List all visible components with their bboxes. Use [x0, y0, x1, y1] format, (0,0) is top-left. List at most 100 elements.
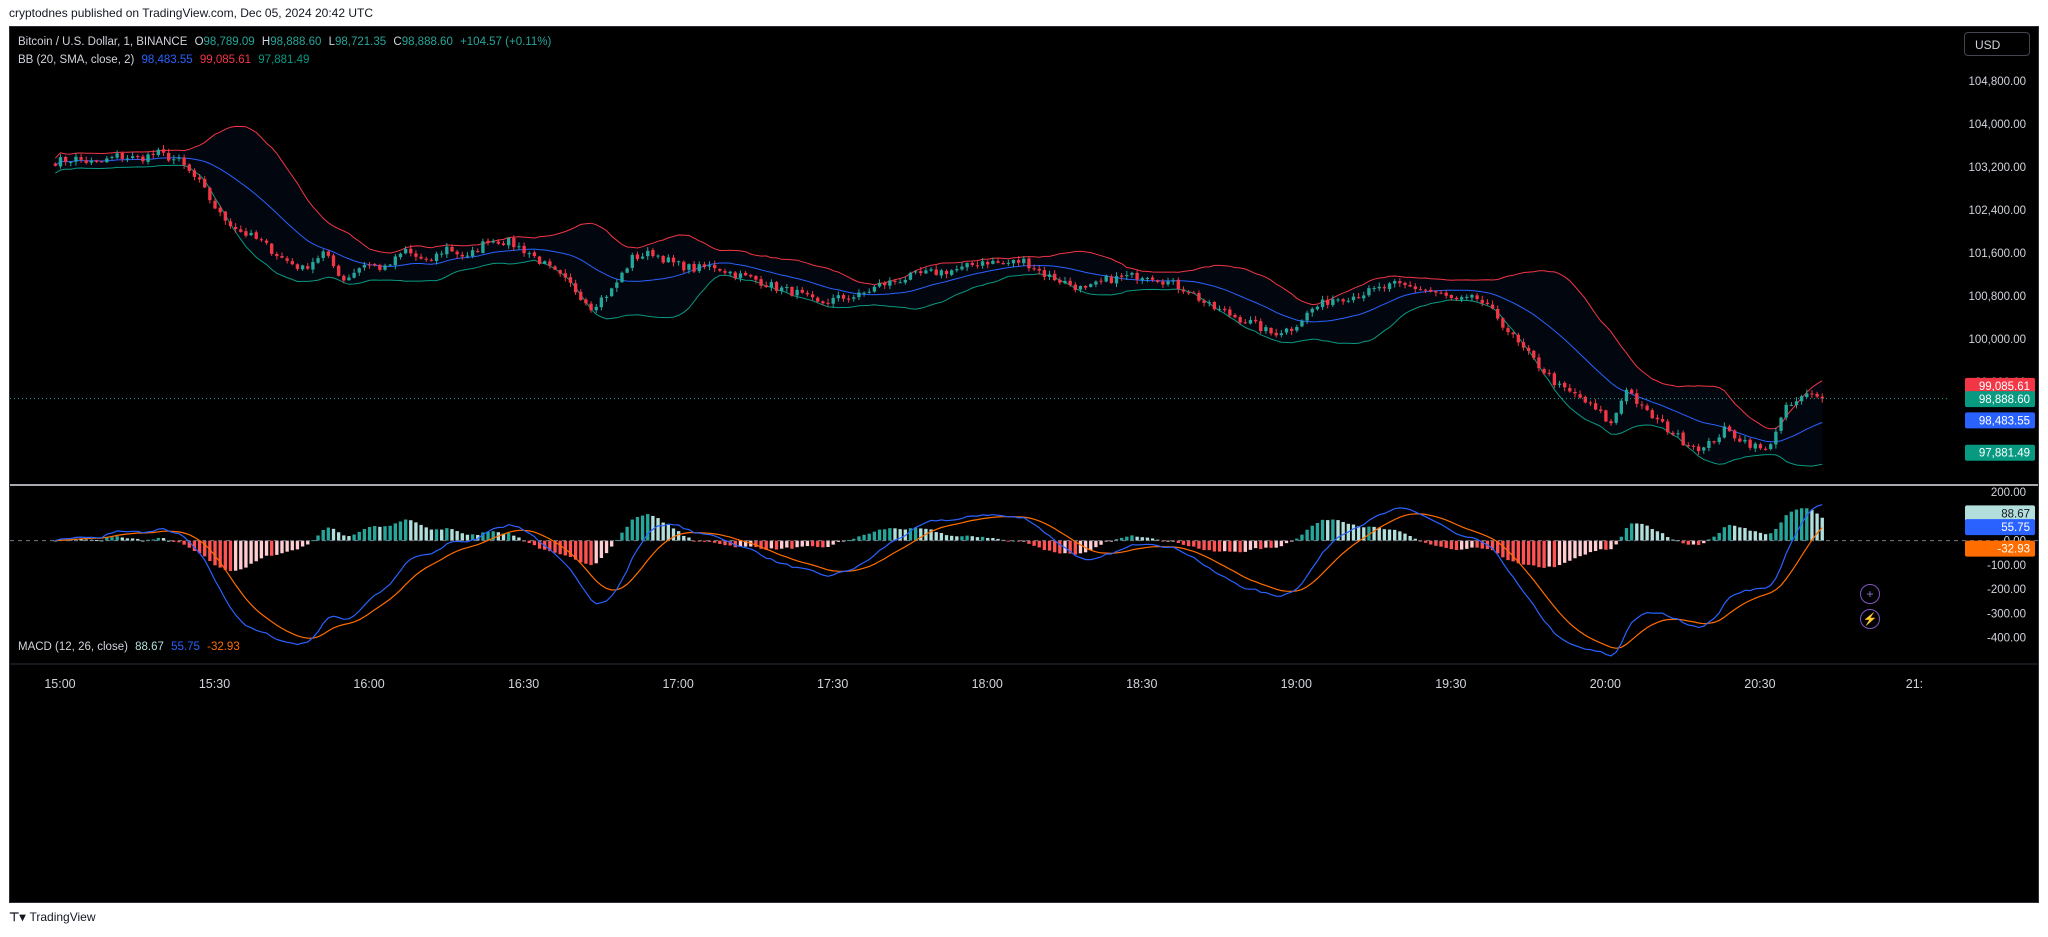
candle-body	[336, 265, 341, 276]
lightning-icon[interactable]: ⚡	[1860, 609, 1880, 629]
macd-bar	[1202, 540, 1206, 551]
candle-body	[1702, 447, 1706, 451]
candle-body	[738, 273, 743, 279]
plus-circle-icon[interactable]: +	[1860, 584, 1880, 604]
macd-bar	[409, 520, 413, 541]
candle	[120, 151, 124, 163]
last-price-label: 98,888.60	[1965, 391, 2035, 408]
macd-bar	[486, 531, 490, 541]
macd-bar	[1501, 540, 1505, 558]
candle	[306, 263, 310, 270]
macd-bar	[120, 537, 124, 541]
candle	[1207, 299, 1211, 307]
candle	[1552, 371, 1557, 389]
macd-bar	[1089, 540, 1093, 550]
macd-bar	[1047, 540, 1052, 551]
macd-bar	[656, 518, 660, 541]
candle-body	[1362, 295, 1366, 299]
candle	[1732, 429, 1737, 442]
candle-body	[270, 243, 274, 254]
chart-canvas[interactable]: 104,800.00 104,000.00 103,200.00 102,400.00…	[10, 27, 2038, 902]
candle-body	[1171, 280, 1175, 282]
candle-body	[94, 160, 99, 162]
chart-container[interactable]: 104,800.00 104,000.00 103,200.00 102,400.00…	[9, 26, 2039, 903]
candle-body	[1465, 296, 1469, 298]
currency-selector[interactable]: USD	[1964, 32, 2030, 56]
macd-bar	[682, 535, 686, 541]
candle	[625, 267, 629, 274]
macd-bar	[1604, 540, 1608, 550]
candle	[1645, 403, 1649, 412]
candle	[321, 249, 325, 262]
candle-body	[1676, 433, 1680, 435]
candle-body	[661, 255, 665, 263]
candle	[790, 286, 794, 297]
candle	[1300, 319, 1304, 328]
candle	[1197, 290, 1201, 303]
candle-body	[1593, 403, 1598, 410]
candle-body	[141, 156, 145, 162]
candle	[285, 256, 289, 264]
candle	[522, 242, 526, 257]
candle	[841, 293, 846, 302]
candle-body	[1459, 297, 1464, 300]
candle-body	[1434, 291, 1438, 293]
candle-body	[1578, 394, 1582, 398]
macd-bar	[1320, 519, 1325, 541]
candle-body	[110, 156, 114, 158]
candle-body	[1408, 285, 1412, 287]
candle-body	[1640, 404, 1644, 406]
candle-body	[1367, 288, 1371, 296]
macd-bar	[1068, 540, 1072, 554]
candle	[1516, 332, 1520, 346]
candle	[1470, 293, 1474, 302]
macd-bar	[79, 538, 83, 541]
macd-bar	[1212, 540, 1217, 552]
candle	[532, 250, 537, 258]
candle	[852, 294, 856, 302]
macd-bar	[218, 540, 222, 568]
macd-bar	[991, 538, 995, 541]
candle	[1629, 388, 1634, 395]
macd-bar	[821, 540, 825, 548]
candle	[141, 154, 145, 164]
candle-body	[1413, 286, 1417, 290]
candle	[1006, 259, 1011, 267]
candle	[543, 260, 547, 265]
macd-bar	[270, 540, 274, 556]
candle	[810, 290, 815, 301]
macd-bar	[1815, 513, 1819, 541]
macd-bar	[172, 540, 176, 542]
candle-body	[311, 262, 315, 270]
macd-legend[interactable]: MACD (12, 26, close) 88.67 55.75 -32.93	[18, 641, 244, 653]
candle-body	[434, 253, 439, 262]
candle-body	[1516, 334, 1520, 343]
candle	[743, 270, 748, 277]
candle-body	[1490, 304, 1495, 309]
candle	[1166, 277, 1170, 287]
bb-legend[interactable]: BB (20, SMA, close, 2) 98,483.55 99,085.…	[18, 54, 313, 66]
candle-body	[1140, 278, 1144, 281]
macd-bar	[1300, 534, 1304, 541]
symbol-legend[interactable]: Bitcoin / U.S. Dollar, 1, BINANCE O98,78…	[18, 36, 555, 48]
candle	[1423, 288, 1428, 294]
macd-line-price-label-text: 55.75	[2001, 522, 2030, 534]
macd-bar	[1253, 540, 1258, 549]
candle-body	[1037, 268, 1041, 271]
candle	[646, 247, 650, 260]
candle	[1810, 390, 1814, 399]
candle-body	[532, 252, 537, 257]
candle	[1078, 285, 1083, 293]
macd-bar	[713, 540, 717, 543]
macd-bar	[1207, 540, 1211, 551]
macd-bar	[738, 540, 743, 547]
open-key: O	[194, 36, 204, 48]
candle	[280, 252, 284, 259]
candle	[1398, 278, 1402, 288]
macd-bar	[1717, 532, 1721, 541]
macd-bar	[635, 516, 640, 541]
candle-body	[1022, 258, 1026, 264]
candle	[1356, 293, 1361, 299]
candle-body	[1248, 320, 1253, 324]
macd-bar	[1145, 537, 1150, 541]
